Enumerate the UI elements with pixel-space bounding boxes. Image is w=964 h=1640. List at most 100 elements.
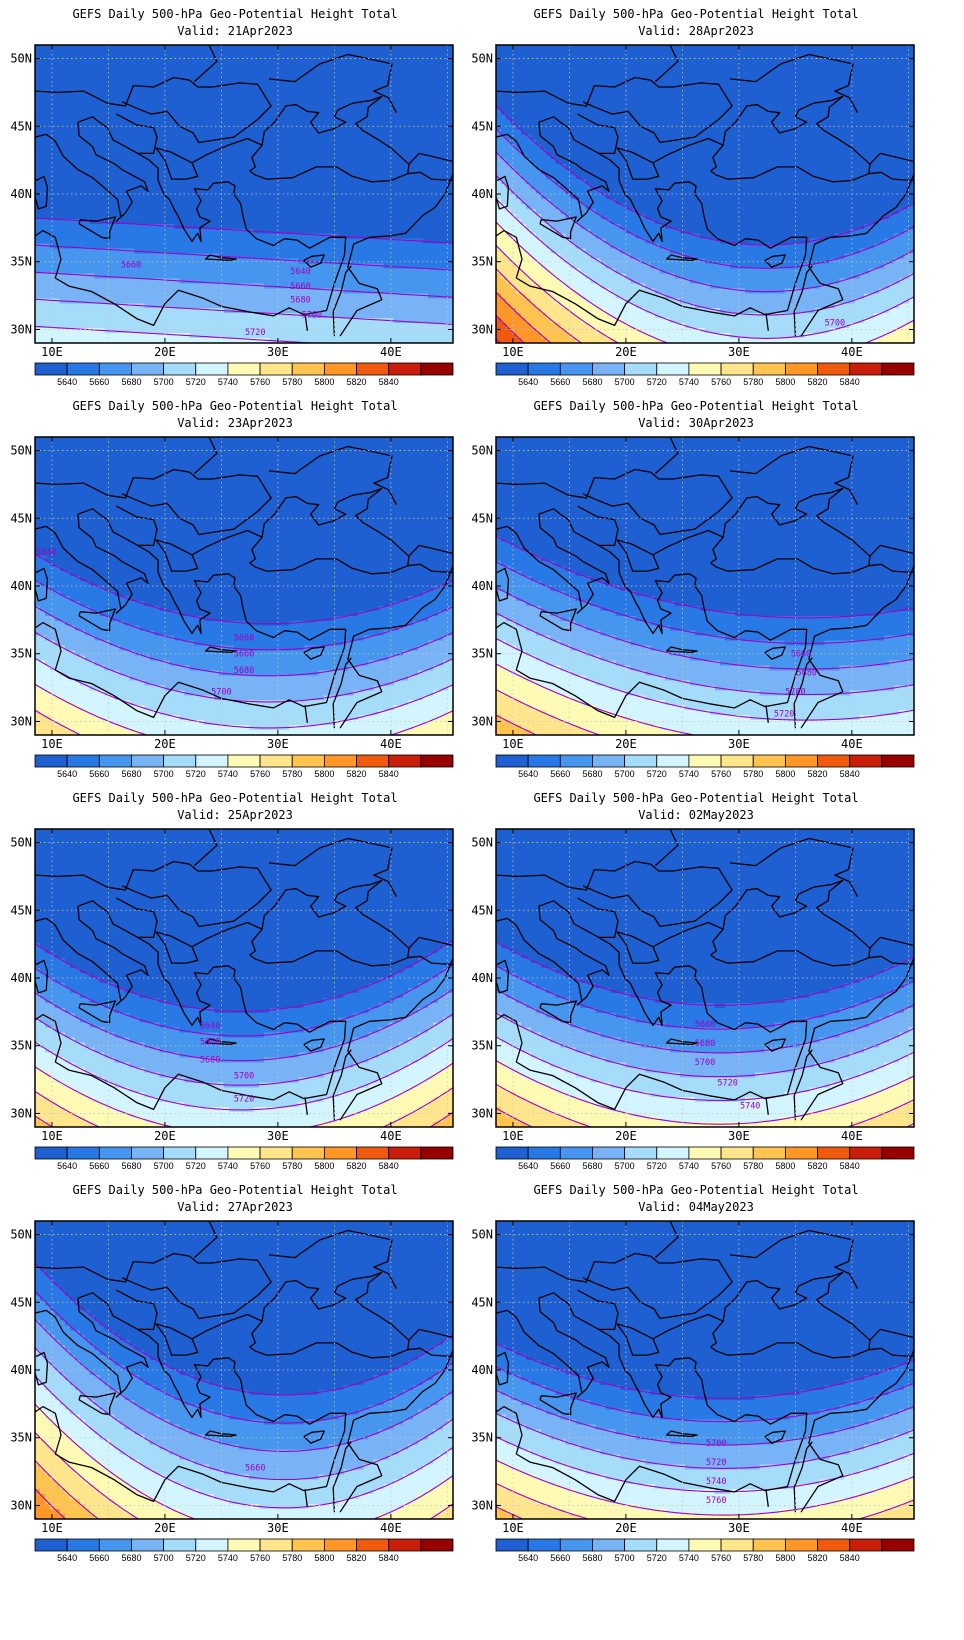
coastline (710, 95, 871, 183)
coastline (303, 646, 325, 660)
colorbar-swatch (420, 362, 454, 376)
colorbar-label: 5780 (743, 377, 763, 387)
colorbar-swatch (624, 1146, 658, 1160)
colorbar-label: 5720 (186, 769, 206, 779)
colorbar-swatch (495, 1146, 529, 1160)
contour-line (496, 198, 914, 339)
panel-5: GEFS Daily 500-hPa Geo-Potential Height … (10, 791, 454, 1171)
colorbar-swatch (527, 754, 561, 768)
coastline (539, 1000, 577, 1024)
panel-title: GEFS Daily 500-hPa Geo-Potential Height … (533, 791, 858, 805)
colorbar-swatch (817, 754, 851, 768)
coastline (332, 1049, 352, 1121)
coastline (652, 1313, 724, 1340)
lon-tick-label: 40E (380, 1129, 402, 1143)
coastline (652, 921, 724, 948)
contour-line (35, 988, 453, 1062)
coastline (729, 1229, 859, 1290)
coastline (616, 147, 660, 180)
coastline (729, 53, 859, 114)
contour-label: 5700 (302, 311, 322, 321)
colorbar-swatch (420, 1146, 454, 1160)
colorbar-swatch (752, 1146, 786, 1160)
colorbar-swatch (66, 1538, 100, 1552)
coastline (764, 254, 786, 268)
coastline (339, 565, 453, 729)
colorbar-swatch (227, 1538, 261, 1552)
lat-tick-label: 30N (10, 322, 32, 336)
lat-tick-label: 30N (471, 322, 493, 336)
coastline (249, 1271, 410, 1359)
coastline (793, 1441, 813, 1513)
colorbar-swatch (227, 1146, 261, 1160)
coastline (155, 931, 199, 964)
coastline (332, 657, 352, 729)
colorbar-label: 5760 (250, 377, 270, 387)
colorbar-swatch (259, 754, 293, 768)
colorbar-label: 5840 (379, 1553, 399, 1563)
coastline (576, 113, 619, 155)
coastline (765, 313, 769, 331)
contour-line (496, 689, 602, 735)
colorbar-label: 5740 (679, 1161, 699, 1171)
panel-2: GEFS Daily 500-hPa Geo-Potential Height … (471, 7, 915, 387)
colorbar-swatch (195, 1538, 229, 1552)
coastline (729, 837, 859, 898)
coastline (332, 1441, 352, 1513)
colorbar-swatch (784, 1146, 818, 1160)
contour-line (496, 1577, 914, 1632)
contour-line (496, 1436, 914, 1493)
contour-label: 5660 (200, 1038, 220, 1048)
colorbar-label: 5840 (840, 769, 860, 779)
coastline (665, 1430, 698, 1438)
colorbar-swatch (291, 1538, 325, 1552)
coastline (496, 508, 808, 719)
colorbar-swatch (34, 1146, 68, 1160)
coastline (408, 152, 453, 165)
colorbar-swatch (592, 1146, 626, 1160)
coastline (35, 508, 347, 719)
colorbar-swatch (98, 754, 132, 768)
colorbar-swatch (817, 1538, 851, 1552)
colorbar-swatch (559, 1538, 593, 1552)
colorbar-swatch (66, 754, 100, 768)
colorbar-swatch (163, 754, 197, 768)
coastline (496, 1252, 733, 1320)
coastline (496, 860, 733, 928)
gridlines (35, 1221, 453, 1519)
contour-label: 5720 (706, 1458, 726, 1468)
lon-tick-label: 40E (841, 1521, 863, 1535)
colorbar-swatch (624, 754, 658, 768)
coastline (616, 931, 660, 964)
coastline (193, 437, 218, 475)
lat-tick-label: 40N (471, 579, 493, 593)
lat-tick-label: 45N (471, 1295, 493, 1309)
height-shading (496, 45, 914, 343)
colorbar-label: 5760 (711, 1553, 731, 1563)
colorbar-label: 5800 (775, 1553, 795, 1563)
lon-tick-label: 40E (380, 1521, 402, 1535)
coastline (193, 45, 218, 83)
lat-tick-label: 50N (471, 836, 493, 850)
colorbar-label: 5760 (711, 1161, 731, 1171)
colorbar-label: 5740 (679, 377, 699, 387)
colorbar-swatch (420, 754, 454, 768)
panel-valid-date: Valid: 02May2023 (638, 808, 754, 822)
colorbar-swatch (163, 362, 197, 376)
lon-tick-label: 30E (728, 1521, 750, 1535)
coastline (765, 1489, 769, 1507)
contour-line (35, 271, 453, 298)
colorbar: 5640 5660 5680 5700 5720 5740 5760 5780 5800 5820… (34, 754, 454, 779)
height-shading (35, 829, 453, 1127)
colorbar-swatch (656, 362, 690, 376)
contour-line (496, 1482, 914, 1519)
lat-tick-label: 35N (10, 1039, 32, 1053)
lon-tick-label: 10E (502, 345, 524, 359)
colorbar-label: 5800 (314, 1553, 334, 1563)
colorbar-swatch (688, 1146, 722, 1160)
lat-tick-label: 50N (10, 1228, 32, 1242)
contour-lines (35, 939, 453, 1127)
lon-tick-label: 20E (154, 737, 176, 751)
